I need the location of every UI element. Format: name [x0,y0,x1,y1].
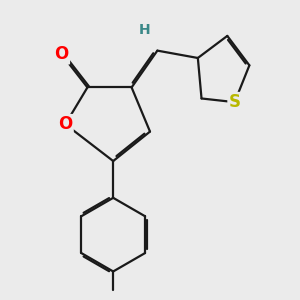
Text: S: S [229,93,241,111]
Text: O: O [58,115,73,133]
Text: H: H [139,23,150,38]
Text: O: O [55,45,69,63]
